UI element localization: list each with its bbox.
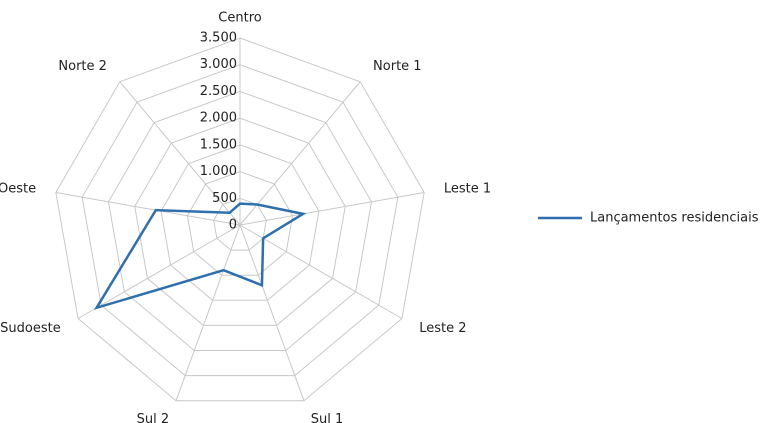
category-label: Oeste xyxy=(0,182,36,197)
axis-spoke xyxy=(77,224,241,319)
category-label: Norte 2 xyxy=(58,59,107,74)
y-tick-label: 2.500 xyxy=(200,84,237,99)
axis-spoke xyxy=(55,192,241,226)
category-label: Leste 1 xyxy=(444,182,491,197)
y-tick-label: 3.000 xyxy=(200,57,237,72)
category-label: Sul 1 xyxy=(311,412,344,423)
y-tick-label: 1.500 xyxy=(200,137,237,152)
axis-spoke xyxy=(239,81,361,226)
y-tick-label: 500 xyxy=(212,191,237,206)
y-tick-label: 2.000 xyxy=(200,111,237,126)
axis-spoke xyxy=(239,224,403,319)
grid-line xyxy=(55,37,425,402)
category-label: Sudoeste xyxy=(0,321,61,336)
y-tick-label: 1.000 xyxy=(200,164,237,179)
grid-line xyxy=(107,90,373,352)
category-label: Centro xyxy=(218,11,261,26)
axis-spoke xyxy=(239,224,305,401)
legend-label: Lançamentos residenciais xyxy=(590,211,759,226)
category-label: Leste 2 xyxy=(419,321,466,336)
y-tick-label: 3.500 xyxy=(200,31,237,46)
series-line xyxy=(93,202,307,310)
grid-line xyxy=(160,144,320,301)
axis-spoke xyxy=(119,81,241,226)
grid-line xyxy=(186,171,294,276)
y-tick-label: 0 xyxy=(229,218,237,233)
axis-spoke xyxy=(175,224,241,401)
category-label: Sul 2 xyxy=(137,412,170,423)
grid-line xyxy=(134,117,346,326)
category-label: Norte 1 xyxy=(373,59,422,74)
grid-line xyxy=(81,64,399,377)
axis-spoke xyxy=(239,192,425,226)
